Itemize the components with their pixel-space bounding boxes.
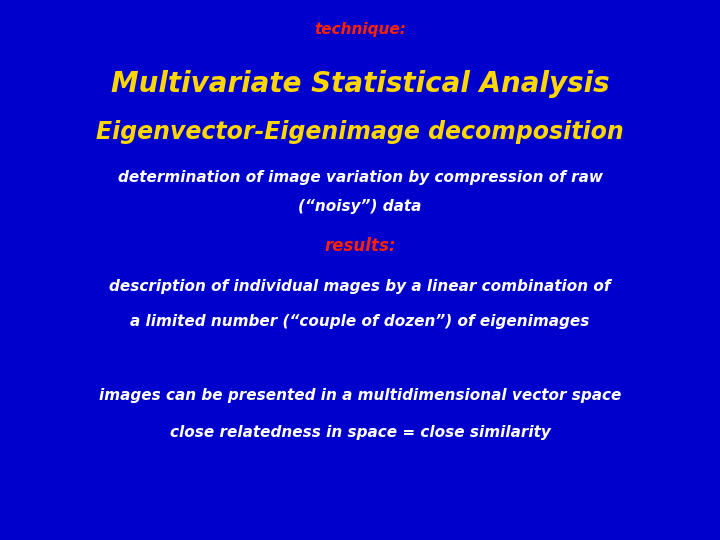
Text: a limited number (“couple of dozen”) of eigenimages: a limited number (“couple of dozen”) of … xyxy=(130,314,590,329)
Text: (“noisy”) data: (“noisy”) data xyxy=(298,199,422,214)
Text: images can be presented in a multidimensional vector space: images can be presented in a multidimens… xyxy=(99,388,621,403)
Text: determination of image variation by compression of raw: determination of image variation by comp… xyxy=(117,170,603,185)
Text: Multivariate Statistical Analysis: Multivariate Statistical Analysis xyxy=(111,70,609,98)
Text: description of individual mages by a linear combination of: description of individual mages by a lin… xyxy=(109,279,611,294)
Text: Eigenvector-Eigenimage decomposition: Eigenvector-Eigenimage decomposition xyxy=(96,120,624,144)
Text: close relatedness in space = close similarity: close relatedness in space = close simil… xyxy=(170,424,550,440)
Text: results:: results: xyxy=(324,237,396,255)
Text: technique:: technique: xyxy=(314,22,406,37)
